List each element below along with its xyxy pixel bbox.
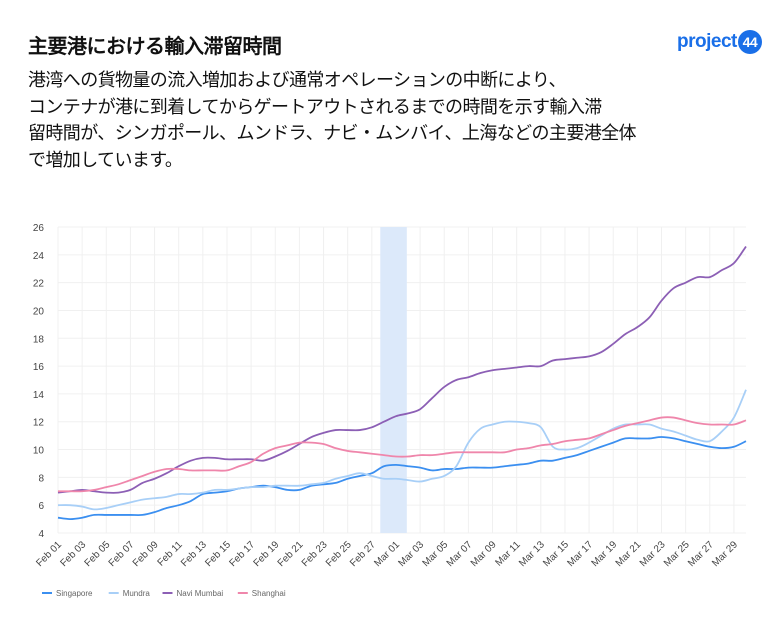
x-tick-label: Feb 07	[107, 539, 137, 569]
x-tick-label: Mar 03	[396, 539, 426, 569]
x-tick-label: Mar 21	[614, 539, 644, 569]
x-tick-label: Feb 15	[203, 539, 233, 569]
page-title: 主要港における輸入滞留時間	[28, 34, 282, 58]
x-tick-label: Feb 21	[276, 539, 306, 569]
y-tick-label: 6	[38, 501, 44, 512]
description-line: コンテナが港に到着してからゲートアウトされるまでの時間を示す輸入滞	[28, 96, 602, 118]
x-tick-label: Feb 27	[348, 539, 378, 569]
x-tick-label: Mar 09	[469, 539, 499, 569]
series-line-shanghai	[57, 416, 747, 493]
series-line-navi-mumbai	[57, 245, 747, 494]
x-tick-label: Feb 09	[131, 539, 161, 569]
x-tick-label: Mar 07	[445, 539, 475, 569]
x-tick-label: Feb 13	[179, 539, 209, 569]
x-tick-label: Mar 17	[565, 539, 595, 569]
x-tick-label: Mar 27	[686, 539, 716, 569]
y-tick-label: 10	[33, 446, 45, 457]
description-line: 留時間が、シンガポール、ムンドラ、ナビ・ムンバイ、上海などの主要港全体	[28, 123, 637, 144]
x-tick-label: Feb 01	[34, 539, 64, 569]
x-tick-label: Feb 23	[300, 539, 330, 569]
x-tick-label: Feb 05	[83, 539, 113, 569]
y-tick-label: 24	[33, 251, 45, 262]
legend-label: Mundra	[123, 589, 151, 598]
y-tick-label: 14	[33, 390, 45, 401]
y-tick-label: 12	[33, 418, 45, 429]
y-tick-label: 4	[38, 529, 44, 540]
y-tick-label: 20	[33, 306, 45, 317]
project44-logo: project 44	[677, 30, 762, 54]
legend-label: Shanghai	[252, 589, 286, 598]
x-tick-label: Feb 25	[324, 539, 354, 569]
y-tick-label: 18	[33, 334, 45, 345]
x-tick-label: Feb 17	[227, 539, 257, 569]
x-tick-label: Mar 13	[517, 539, 547, 569]
y-tick-label: 26	[33, 223, 45, 234]
x-tick-label: Mar 19	[590, 539, 620, 569]
legend-label: Singapore	[56, 589, 93, 598]
x-tick-label: Feb 19	[252, 539, 282, 569]
logo-number: 44	[737, 30, 762, 54]
x-tick-label: Mar 23	[638, 539, 668, 569]
x-tick-label: Mar 29	[710, 539, 740, 569]
logo-text: project	[677, 31, 737, 52]
y-tick-label: 8	[38, 473, 44, 484]
x-tick-label: Mar 25	[662, 539, 692, 569]
description-line: で増加しています。	[28, 149, 183, 171]
series-line-singapore	[57, 436, 747, 520]
y-tick-label: 22	[33, 279, 45, 290]
x-tick-label: Feb 03	[58, 539, 88, 569]
x-tick-label: Mar 15	[541, 539, 571, 569]
y-tick-label: 16	[33, 362, 45, 373]
description-line: 港湾への貨物量の流入増加および通常オペレーションの中断により、	[28, 70, 567, 91]
highlight-band	[380, 227, 407, 533]
description: 港湾への貨物量の流入増加および通常オペレーションの中断により、 コンテナが港に到…	[28, 68, 637, 174]
legend-label: Navi Mumbai	[177, 589, 224, 598]
x-tick-label: Mar 05	[421, 539, 451, 569]
x-tick-label: Mar 01	[372, 539, 402, 569]
